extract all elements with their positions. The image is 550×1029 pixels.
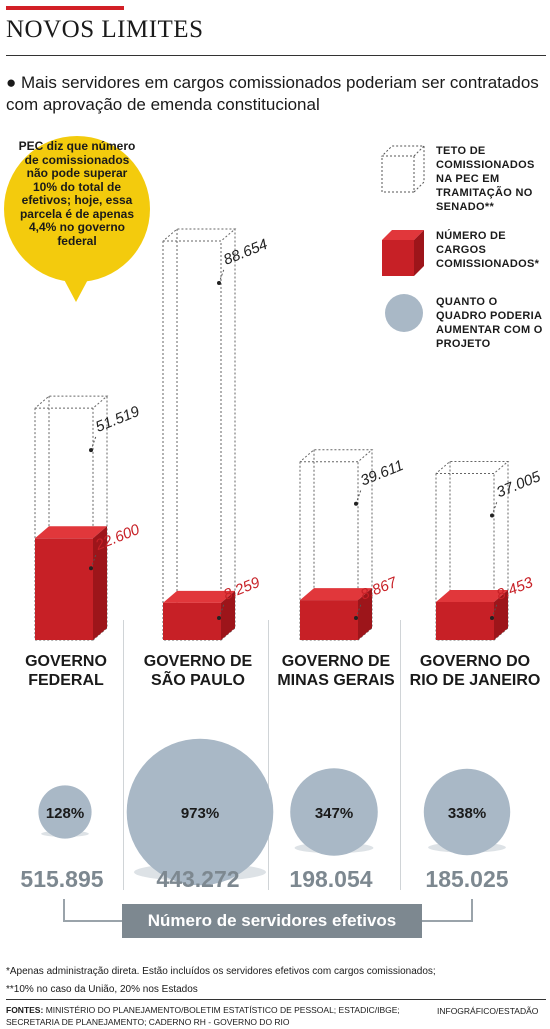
teto-leader-sao-paulo — [218, 268, 225, 284]
aumento-circle-minas-gerais — [290, 768, 378, 856]
legend-teto-icon — [380, 145, 426, 193]
gov-label-rio-de-janeiro: GOVERNO DO RIO DE JANEIRO — [409, 653, 541, 689]
credit: INFOGRÁFICO/ESTADÃO — [437, 1006, 539, 1016]
sources: FONTES: MINISTÉRIO DO PLANEJAMENTO/BOLET… — [6, 1005, 400, 1027]
cargos-leader-rio-de-janeiro-dot — [490, 616, 494, 620]
gov-label-federal: GOVERNO FEDERAL — [25, 653, 107, 689]
teto-leader-federal — [90, 435, 97, 451]
header-accent-bar — [6, 6, 124, 10]
teto-leader-rio-de-janeiro-dot — [490, 513, 494, 518]
legend-cargos-icon — [382, 230, 424, 276]
cargos-leader-rio-de-janeiro — [491, 603, 498, 619]
callout-bubble-tail — [60, 272, 92, 302]
efetivos-pill: Número de servidores efetivos — [122, 904, 422, 938]
cargos-leader-sao-paulo-dot — [217, 616, 221, 620]
efetivos-value-rio-de-janeiro: 185.025 — [425, 866, 509, 892]
teto-value-rio-de-janeiro: 37.005 — [494, 468, 544, 501]
cargos-value-federal: 22.600 — [92, 521, 142, 555]
aumento-value-sao-paulo: 973% — [181, 805, 219, 822]
aumento-value-rio-de-janeiro: 338% — [448, 805, 486, 822]
teto-value-federal: 51.519 — [93, 403, 143, 436]
page-subtitle: ● Mais servidores em cargos comissionado… — [6, 73, 539, 114]
efetivos-value-federal: 515.895 — [20, 866, 104, 892]
teto-leader-sao-paulo-dot — [217, 281, 221, 286]
aumento-value-minas-gerais: 347% — [315, 805, 353, 822]
teto-leader-minas-gerais-dot — [354, 501, 358, 506]
legend-aumento-icon — [385, 294, 423, 332]
teto-box-sao-paulo — [162, 228, 237, 641]
legend-cargos-label: NÚMERO DE CARGOS COMISSIONADOS* — [436, 230, 540, 270]
aumento-circle-rio-de-janeiro — [423, 768, 511, 856]
page-title: NOVOS LIMITES — [6, 16, 204, 43]
gov-label-sao-paulo: GOVERNO DE SÃO PAULO — [143, 653, 253, 689]
efetivos-value-sao-paulo: 443.272 — [156, 866, 240, 892]
cargos-box-federal — [35, 526, 107, 640]
efetivos-bracket — [63, 899, 473, 922]
cargos-value-sao-paulo: 8.259 — [221, 574, 263, 604]
cargos-box-sao-paulo — [163, 590, 235, 640]
teto-leader-minas-gerais — [355, 489, 362, 504]
teto-leader-rio-de-janeiro — [491, 501, 498, 516]
legend-aumento-label: QUANTO O QUADRO PODERIA AUMENTAR COM O P… — [436, 296, 543, 350]
cargos-leader-federal-dot — [89, 566, 93, 571]
efetivos-value-minas-gerais: 198.054 — [289, 866, 373, 892]
aumento-value-federal: 128% — [46, 805, 84, 822]
footnote-2: **10% no caso da União, 20% nos Estados — [6, 984, 198, 995]
gov-label-minas-gerais: GOVERNO DE MINAS GERAIS — [277, 653, 395, 689]
teto-value-minas-gerais: 39.611 — [358, 457, 406, 490]
cargos-leader-minas-gerais-dot — [354, 616, 358, 620]
teto-leader-federal-dot — [89, 448, 93, 453]
footer-divider — [6, 999, 546, 1000]
teto-value-sao-paulo: 88.654 — [221, 236, 270, 269]
cargos-value-minas-gerais: 8.867 — [358, 574, 400, 604]
aumento-circle-sao-paulo — [126, 738, 274, 886]
cargos-leader-federal — [90, 554, 97, 569]
cargos-box-rio-de-janeiro — [436, 589, 508, 640]
callout-text: PEC diz que número de comissionados não … — [18, 139, 136, 248]
cargos-leader-minas-gerais — [355, 603, 362, 619]
chart-canvas: 51.519 22.600 88.654 8.259 39.611 8.867 37.005… — [34, 228, 544, 886]
cargos-value-rio-de-janeiro: 8.453 — [494, 574, 536, 604]
column-divider — [268, 620, 269, 890]
cargos-box-minas-gerais — [300, 588, 372, 640]
callout-bubble — [4, 136, 150, 282]
aumento-circle-federal — [38, 785, 92, 839]
legend-teto-label: TETO DE COMISSIONADOS NA PEC EM TRAMITAÇ… — [436, 145, 535, 213]
column-divider — [400, 620, 401, 890]
header-divider — [6, 55, 546, 56]
column-divider — [123, 620, 124, 890]
footnote-1: *Apenas administração direta. Estão incl… — [6, 966, 436, 977]
cargos-leader-sao-paulo — [218, 603, 225, 619]
